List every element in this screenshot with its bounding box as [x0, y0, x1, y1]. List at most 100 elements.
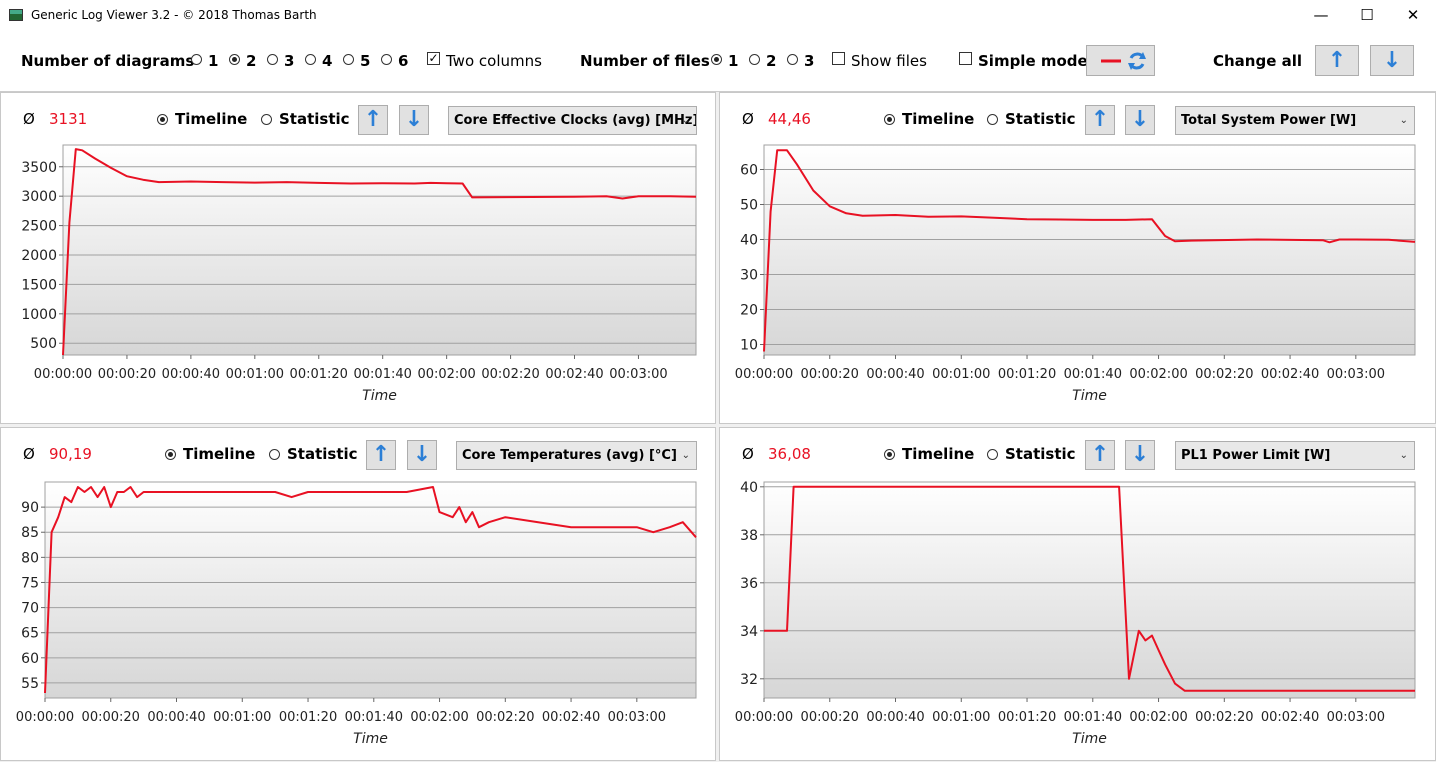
- timeline-radio[interactable]: [165, 449, 176, 460]
- chart-panel-pl1: Ø 36,08 Timeline Statistic ↑ ↓ PL1 Power…: [719, 427, 1436, 761]
- change-all-up-button[interactable]: ↑: [1315, 45, 1359, 76]
- change-all-label: Change all: [1213, 52, 1303, 70]
- series-line: [763, 149, 1416, 352]
- chart-pl1: 32 34 36 38 40 00:00:00 00:00:20 00:00:40 00:01:…: [735, 480, 1416, 747]
- show-files-label: Show files: [851, 52, 927, 70]
- statistic-label: Statistic: [1005, 110, 1076, 128]
- sensor-select[interactable]: PL1 Power Limit [W] ⌄: [1175, 441, 1415, 470]
- simple-mode-checkbox[interactable]: [959, 52, 972, 65]
- diagrams-radio-1[interactable]: [191, 54, 202, 65]
- line-style-button[interactable]: [1086, 45, 1155, 76]
- move-up-button[interactable]: ↑: [358, 105, 388, 135]
- arrow-down-icon: ↓: [1130, 107, 1150, 132]
- simple-mode-label: Simple mode: [978, 52, 1088, 70]
- chart-temperature: 55 60 65 70 75 80 85 90 00:00:00 00:00:20 00:00:40…: [16, 481, 697, 747]
- minimize-icon[interactable]: —: [1313, 6, 1329, 24]
- x-tick-label: 00:00:00: [735, 367, 793, 382]
- sensor-select-value: Core Temperatures (avg) [°C]: [462, 448, 677, 463]
- files-radio-2[interactable]: [749, 54, 760, 65]
- x-tick-label: 00:02:00: [1129, 367, 1187, 382]
- plot-area: [62, 144, 697, 356]
- move-down-button[interactable]: ↓: [399, 105, 429, 135]
- move-up-button[interactable]: ↑: [366, 440, 396, 470]
- average-symbol: Ø: [742, 110, 754, 128]
- sensor-select[interactable]: Core Temperatures (avg) [°C] ⌄: [456, 441, 697, 470]
- statistic-radio[interactable]: [987, 114, 998, 125]
- y-tick-label: 38: [740, 528, 758, 544]
- move-down-button[interactable]: ↓: [1125, 105, 1155, 135]
- x-tick-label: 00:00:40: [162, 367, 220, 382]
- timeline-label: Timeline: [175, 110, 248, 128]
- series-line: [764, 485, 1415, 692]
- x-tick-label: 00:01:00: [932, 367, 990, 382]
- arrow-up-icon: ↑: [1090, 442, 1110, 467]
- timeline-label: Timeline: [902, 445, 975, 463]
- x-tick-label: 00:03:00: [609, 367, 667, 382]
- move-up-button[interactable]: ↑: [1085, 440, 1115, 470]
- x-axis-title: Time: [362, 388, 397, 404]
- x-tick-label: 00:02:00: [417, 367, 475, 382]
- y-tick-label: 1500: [21, 277, 57, 293]
- plot-area: [763, 144, 1416, 356]
- statistic-label: Statistic: [287, 445, 358, 463]
- x-tick-label: 00:00:00: [16, 710, 74, 725]
- diagrams-radio-4[interactable]: [305, 54, 316, 65]
- arrow-down-icon: ↓: [412, 442, 432, 467]
- x-tick-label: 00:02:20: [476, 710, 534, 725]
- maximize-icon[interactable]: ☐: [1360, 6, 1374, 24]
- y-tick-label: 65: [21, 626, 39, 642]
- y-tick-label: 30: [740, 268, 758, 284]
- x-tick-label: 00:02:40: [545, 367, 603, 382]
- y-tick-label: 85: [21, 525, 39, 541]
- statistic-radio[interactable]: [269, 449, 280, 460]
- timeline-label: Timeline: [183, 445, 256, 463]
- show-files-checkbox[interactable]: [832, 52, 845, 65]
- files-radio-1[interactable]: [711, 54, 722, 65]
- files-radio-3[interactable]: [787, 54, 798, 65]
- sensor-select[interactable]: Core Effective Clocks (avg) [MHz] ⌄: [448, 106, 697, 135]
- x-tick-label: 00:02:40: [1261, 710, 1319, 725]
- window-title: Generic Log Viewer 3.2 - © 2018 Thomas B…: [31, 8, 317, 22]
- x-tick-label: 00:02:00: [1129, 710, 1187, 725]
- x-tick-label: 00:02:00: [410, 710, 468, 725]
- x-tick-label: 00:00:20: [801, 367, 859, 382]
- y-tick-label: 80: [21, 550, 39, 566]
- timeline-radio[interactable]: [157, 114, 168, 125]
- move-down-button[interactable]: ↓: [1125, 440, 1155, 470]
- sensor-select-value: Core Effective Clocks (avg) [MHz]: [454, 113, 697, 128]
- x-tick-label: 00:01:20: [998, 367, 1056, 382]
- close-icon[interactable]: ✕: [1406, 6, 1420, 24]
- x-tick-label: 00:01:40: [354, 367, 412, 382]
- x-tick-label: 00:01:20: [290, 367, 348, 382]
- x-tick-label: 00:00:40: [866, 367, 924, 382]
- diagrams-radio-3[interactable]: [267, 54, 278, 65]
- statistic-label: Statistic: [279, 110, 350, 128]
- chevron-down-icon: ⌄: [1399, 450, 1408, 461]
- x-tick-label: 00:00:00: [735, 710, 793, 725]
- statistic-radio[interactable]: [261, 114, 272, 125]
- x-tick-label: 00:01:40: [1064, 710, 1122, 725]
- series-line: [44, 486, 697, 694]
- diagrams-radio-5[interactable]: [343, 54, 354, 65]
- y-tick-label: 90: [21, 500, 39, 516]
- move-down-button[interactable]: ↓: [407, 440, 437, 470]
- x-tick-label: 00:01:40: [1064, 367, 1122, 382]
- x-axis-title: Time: [1072, 731, 1107, 747]
- files-radio-label: 3: [804, 52, 815, 70]
- statistic-label: Statistic: [1005, 445, 1076, 463]
- timeline-radio[interactable]: [884, 114, 895, 125]
- diagrams-radio-6[interactable]: [381, 54, 392, 65]
- sensor-select[interactable]: Total System Power [W] ⌄: [1175, 106, 1415, 135]
- move-up-button[interactable]: ↑: [1085, 105, 1115, 135]
- two-columns-checkbox[interactable]: ✓: [427, 51, 440, 65]
- y-tick-label: 50: [740, 198, 758, 214]
- y-tick-label: 75: [21, 575, 39, 591]
- chevron-down-icon: ⌄: [681, 450, 690, 461]
- statistic-radio[interactable]: [987, 449, 998, 460]
- diagrams-radio-2[interactable]: [229, 54, 240, 65]
- timeline-radio[interactable]: [884, 449, 895, 460]
- x-tick-label: 00:01:20: [998, 710, 1056, 725]
- x-tick-label: 00:00:40: [866, 710, 924, 725]
- files-label: Number of files: [580, 52, 710, 70]
- change-all-down-button[interactable]: ↓: [1370, 45, 1414, 76]
